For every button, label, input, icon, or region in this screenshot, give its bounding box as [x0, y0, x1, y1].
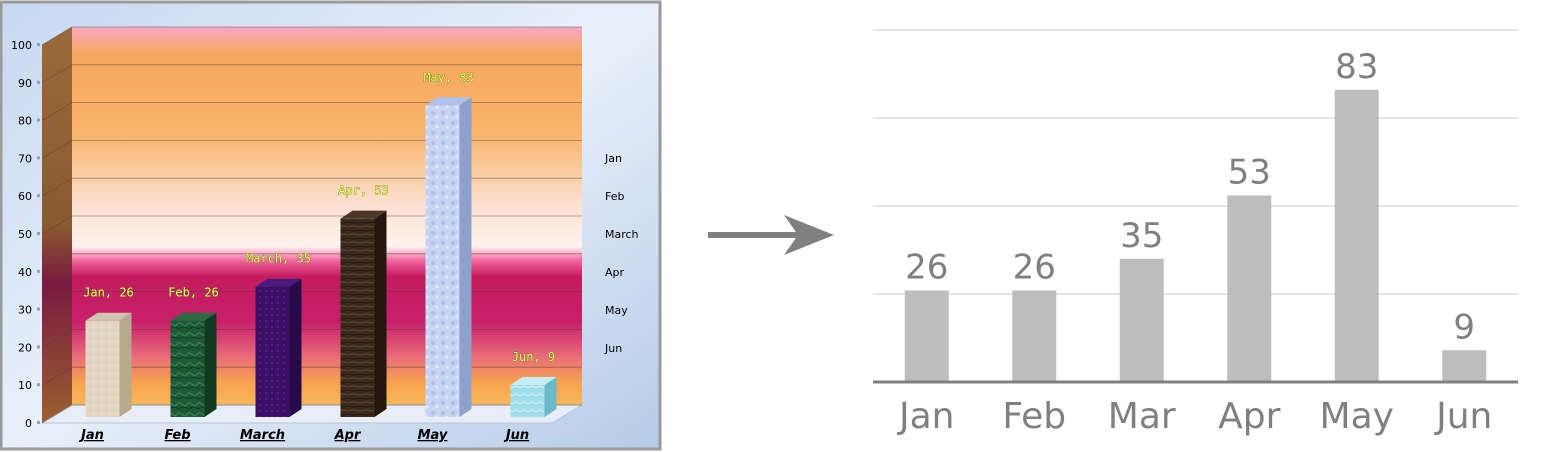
- ytick-label: 10: [18, 379, 32, 392]
- ytick-label: 40: [18, 266, 32, 279]
- ytick-label: 20: [18, 341, 32, 354]
- ytick-mark: [37, 307, 40, 311]
- ytick-mark: [37, 345, 40, 349]
- xtick-label: Apr: [1218, 396, 1280, 437]
- data-label: 26: [905, 247, 948, 287]
- bar-apr: [1227, 195, 1272, 382]
- xtick-label: Jun: [1434, 396, 1492, 437]
- xtick-label: May: [418, 428, 448, 443]
- ytick-label: 50: [18, 228, 32, 241]
- gridline-side: [41, 140, 73, 159]
- gridline-side: [41, 215, 73, 235]
- xtick-label: Jan: [897, 396, 955, 437]
- ytick-label: 80: [18, 115, 32, 128]
- bar-jun-top: [510, 376, 557, 385]
- bar-may: [425, 105, 460, 417]
- bar-jan: [85, 320, 120, 417]
- data-annotation: Jan, 26: [83, 286, 134, 300]
- gridline-side: [41, 253, 73, 273]
- legend-item-jun: Jun: [604, 342, 622, 355]
- gridline-side: [41, 64, 73, 84]
- data-annotation: Apr, 53: [338, 184, 389, 198]
- ytick-label: 90: [18, 77, 32, 90]
- bar-march-side: [289, 278, 302, 417]
- gridline-side: [41, 102, 73, 121]
- legend-item-jan: Jan: [604, 152, 622, 165]
- xtick-label: Feb: [165, 428, 191, 443]
- xtick-label: May: [1320, 396, 1394, 437]
- data-label: 53: [1228, 152, 1271, 192]
- xtick-label: Feb: [1002, 396, 1066, 437]
- data-annotation: May, 83: [423, 70, 474, 84]
- legend: Jan Feb March Apr May Jun: [604, 152, 639, 355]
- xtick-label: Jan: [78, 428, 104, 443]
- gridline-side: [41, 329, 73, 348]
- bar-feb-side: [204, 312, 217, 417]
- data-annotation: March, 35: [246, 252, 311, 266]
- data-annotation: Feb, 26: [168, 286, 219, 300]
- xtick-label: Jun: [503, 428, 529, 443]
- ytick-label: 100: [11, 39, 32, 52]
- gridline-side: [41, 26, 73, 46]
- gridline-side: [41, 404, 73, 424]
- legend-item-apr: Apr: [605, 266, 625, 279]
- ytick-mark: [37, 421, 40, 424]
- legend-item-feb: Feb: [605, 190, 624, 203]
- legend-item-march: March: [605, 228, 639, 241]
- bar-may-top: [425, 97, 472, 106]
- ytick-label: 0: [25, 417, 32, 430]
- bar-may: [1334, 89, 1379, 382]
- ytick-mark: [37, 118, 40, 122]
- data-label: 9: [1453, 307, 1475, 347]
- ytick-mark: [37, 43, 40, 46]
- ytick-mark: [37, 194, 40, 198]
- plot-area-flat: 26 Jan 26 Feb 35 Mar 53 Apr 83 May 9 Jun: [873, 29, 1518, 437]
- ytick-mark: [37, 156, 40, 160]
- legend-item-may: May: [605, 304, 628, 317]
- ytick-label: 60: [18, 190, 32, 203]
- ytick-mark: [37, 232, 40, 235]
- bar-apr-top: [340, 210, 387, 219]
- bar-jan-side: [119, 312, 132, 417]
- xtick-label: Apr: [334, 428, 362, 443]
- data-annotation: Jun, 9: [512, 350, 555, 364]
- data-label: 83: [1335, 47, 1378, 87]
- data-label: 35: [1120, 216, 1163, 256]
- bar-jan: [904, 290, 949, 382]
- ytick-mark: [37, 269, 40, 273]
- gridline-side: [41, 177, 73, 197]
- bar-feb-top: [170, 312, 217, 321]
- bar-feb: [1012, 290, 1057, 382]
- bar-jan-top: [85, 312, 132, 321]
- bar-feb: [170, 320, 205, 417]
- bar-march-top: [255, 278, 302, 287]
- ytick-label: 70: [18, 152, 32, 165]
- bar-jun: [510, 384, 545, 417]
- data-label: 26: [1013, 247, 1056, 287]
- ytick-mark: [37, 80, 40, 84]
- bar-jun-side: [544, 376, 557, 417]
- bar-march: [255, 286, 290, 417]
- bar-mar: [1119, 258, 1164, 382]
- gridline-side: [41, 291, 73, 310]
- ytick-label: 30: [18, 304, 32, 317]
- bar-may-side: [459, 97, 472, 417]
- plot-area: 0 10 20 30 40 50 60 70 80 90 100 Jan, 26 Jan Feb, 26 F…: [11, 26, 584, 443]
- xtick-label: Mar: [1108, 396, 1176, 437]
- xtick-label: March: [240, 428, 285, 443]
- textured-3d-bar-chart: 0 10 20 30 40 50 60 70 80 90 100 Jan, 26 Jan Feb, 26 F…: [0, 0, 662, 451]
- bar-apr: [340, 218, 375, 417]
- bar-jun: [1442, 350, 1487, 382]
- bar-apr-side: [374, 210, 387, 417]
- right-arrow-icon: [708, 215, 834, 255]
- gridline-side: [41, 366, 73, 386]
- ytick-mark: [37, 383, 40, 387]
